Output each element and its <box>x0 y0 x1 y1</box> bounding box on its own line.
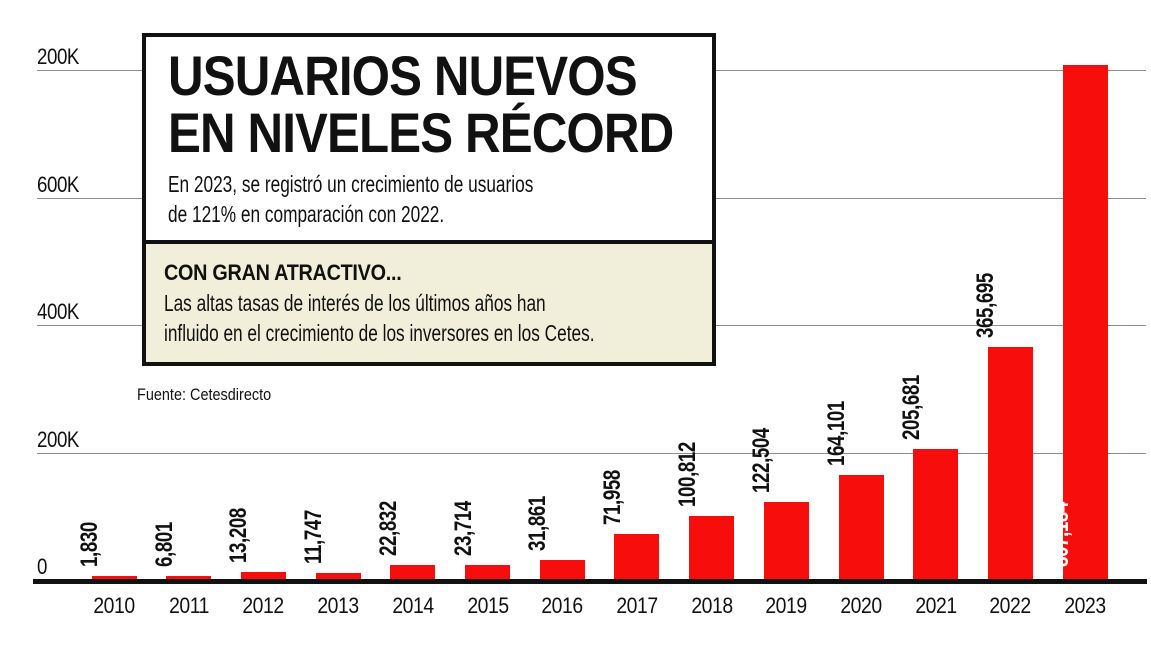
x-axis-label-2014: 2014 <box>392 593 434 618</box>
bar-2011 <box>166 575 212 582</box>
bar-value-label-2014: 22,832 <box>374 501 402 557</box>
bar-value-label-2021: 205,681 <box>897 374 925 440</box>
info-box-body-line2: influido en el crecimiento de los invers… <box>164 320 595 346</box>
chart-subtitle: En 2023, se registró un crecimiento de u… <box>168 169 576 229</box>
chart-title-line1: USUARIOS NUEVOS <box>168 44 638 107</box>
x-axis-label-2015: 2015 <box>466 593 509 618</box>
bar-value-label-2017: 71,958 <box>598 470 626 526</box>
x-axis-label-2019: 2019 <box>765 593 808 618</box>
bar-2022 <box>987 346 1033 582</box>
info-box-heading: CON GRAN ATRACTIVO... <box>164 260 402 285</box>
bar-value-label-2019: 122,504 <box>748 427 776 493</box>
y-tick-label-400000: 400K <box>37 299 79 324</box>
y-tick-label-200000: 200K <box>37 426 79 452</box>
source-credit: Fuente: Cetesdirecto <box>137 385 272 404</box>
chart-subtitle-line2: de 121% en comparación con 2022. <box>168 201 445 227</box>
x-axis-label-2022: 2022 <box>989 593 1032 618</box>
chart-title: USUARIOS NUEVOS EN NIVELES RÉCORD <box>168 44 674 164</box>
bar-2020 <box>838 475 884 582</box>
x-axis-line <box>33 579 1147 584</box>
x-axis-label-2017: 2017 <box>616 593 658 618</box>
x-axis-label-2010: 2010 <box>93 593 135 618</box>
info-box-body-line1: Las altas tasas de interés de los último… <box>164 290 546 316</box>
bar-value-label-2020: 164,101 <box>823 401 850 467</box>
bar-value-label-2023: 807,184 <box>1047 502 1075 567</box>
bar-2017 <box>614 534 660 582</box>
x-axis-label-2023: 2023 <box>1064 593 1106 618</box>
info-box: CON GRAN ATRACTIVO... Las altas tasas de… <box>142 244 716 366</box>
x-axis-label-2011: 2011 <box>168 593 209 618</box>
bar-value-label-2010: 1,830 <box>76 522 103 567</box>
x-axis-label-2020: 2020 <box>840 593 882 618</box>
bar-2018 <box>689 515 735 582</box>
x-axis-label-2013: 2013 <box>317 593 359 618</box>
bar-value-label-2012: 13,208 <box>225 507 253 563</box>
bar-value-label-2015: 23,714 <box>449 500 477 556</box>
chart-subtitle-line1: En 2023, se registró un crecimiento de u… <box>168 171 534 197</box>
bar-value-label-2016: 31,861 <box>524 495 552 551</box>
gridline-200K <box>37 452 1146 454</box>
bar-2019 <box>763 501 809 582</box>
x-axis-label-2018: 2018 <box>690 593 733 618</box>
bar-value-label-2022: 365,695 <box>972 272 1000 338</box>
x-axis-label-2012: 2012 <box>242 593 285 618</box>
y-tick-label-800000: 200K <box>37 44 79 69</box>
y-tick-label-0: 0 <box>37 554 47 579</box>
bar-2023 <box>1062 65 1108 582</box>
bar-2015 <box>465 564 510 582</box>
bar-2013 <box>315 572 361 582</box>
bar-2012 <box>240 571 286 582</box>
bar-value-label-2013: 11,747 <box>300 509 328 564</box>
title-box: USUARIOS NUEVOS EN NIVELES RÉCORD En 202… <box>142 33 716 244</box>
info-box-body: Las altas tasas de interés de los último… <box>164 288 595 348</box>
bar-2014 <box>390 565 436 582</box>
chart-title-line2: EN NIVELES RÉCORD <box>168 101 674 164</box>
bar-2016 <box>539 559 585 582</box>
y-tick-label-600000: 600K <box>37 171 79 197</box>
x-axis-label-2016: 2016 <box>541 593 584 618</box>
x-axis-label-2021: 2021 <box>915 593 957 618</box>
bar-value-label-2011: 6,801 <box>150 521 178 567</box>
bar-value-label-2018: 100,812 <box>673 441 701 507</box>
bar-2021 <box>913 448 959 582</box>
